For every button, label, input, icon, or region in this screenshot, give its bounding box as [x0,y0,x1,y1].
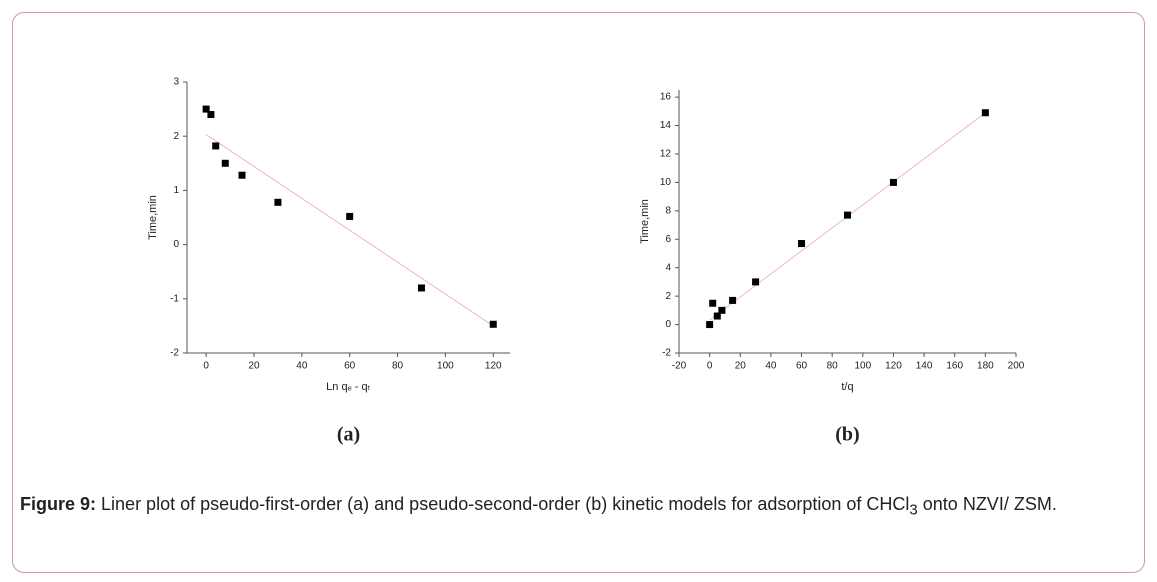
fit-line [205,134,494,327]
x-tick-label: 0 [707,361,713,372]
x-tick-label: 60 [796,361,808,372]
caption-label: Figure 9: [20,494,97,514]
point [212,142,220,150]
y-tick-label: 12 [660,149,672,160]
y-tick-label: 4 [665,262,671,273]
y-tick-label: 6 [665,234,671,245]
x-tick-label: 120 [485,361,502,372]
x-tick-label: 200 [1008,361,1025,372]
figure-frame [12,12,1145,573]
y-tick-label: 10 [660,177,672,188]
x-tick-label: 0 [203,361,209,372]
y-tick-label: 8 [665,205,671,216]
x-tick-label: 80 [827,361,839,372]
y-tick-label: 0 [665,319,671,330]
y-tick-label: 3 [173,77,179,88]
point [718,306,726,314]
point [798,240,806,248]
x-tick-label: -20 [672,361,687,372]
x-tick-label: 140 [916,361,933,372]
x-tick-label: 60 [344,361,356,372]
y-tick-label: 1 [173,185,179,196]
point [346,212,354,220]
x-tick-label: 20 [735,361,747,372]
y-tick-label: 0 [173,239,179,250]
y-axis-title: Time,min [147,195,159,240]
x-tick-label: 180 [977,361,994,372]
point [489,320,497,328]
point [202,105,210,113]
point [729,296,737,304]
caption: Figure 9: Liner plot of pseudo-first-ord… [20,490,1138,525]
point [706,321,714,329]
y-tick-label: -2 [170,348,179,359]
y-tick-label: 14 [660,120,672,131]
x-axis-title: Ln qₑ - qₜ [326,381,371,393]
x-axis-title: t/q [841,381,853,393]
point [238,171,246,179]
y-tick-label: -1 [170,293,179,304]
point [709,299,717,307]
point [417,284,425,292]
point [221,159,229,167]
y-tick-label: 16 [660,92,672,103]
caption-text: Liner plot of pseudo-first-order (a) and… [101,494,910,514]
point [844,211,851,219]
point [889,178,897,186]
y-axis-title: Time,min [639,199,651,244]
x-tick-label: 100 [854,361,871,372]
panel-label: (a) [337,424,360,446]
y-tick-label: 2 [173,131,179,142]
x-tick-label: 40 [296,361,308,372]
panel-label: (b) [835,424,859,446]
x-tick-label: 100 [437,361,454,372]
x-tick-label: 40 [765,361,777,372]
point [713,312,721,320]
x-tick-label: 160 [946,361,963,372]
x-tick-label: 80 [392,361,404,372]
caption-subscript: 3 [909,501,918,519]
point [274,198,282,206]
caption-text-end: onto NZVI/ ZSM. [922,494,1057,514]
y-tick-label: 2 [665,291,671,302]
x-tick-label: 120 [885,361,902,372]
point [207,111,215,119]
point [981,109,989,117]
point [752,278,760,286]
y-tick-label: -2 [662,348,671,359]
x-tick-label: 20 [248,361,260,372]
